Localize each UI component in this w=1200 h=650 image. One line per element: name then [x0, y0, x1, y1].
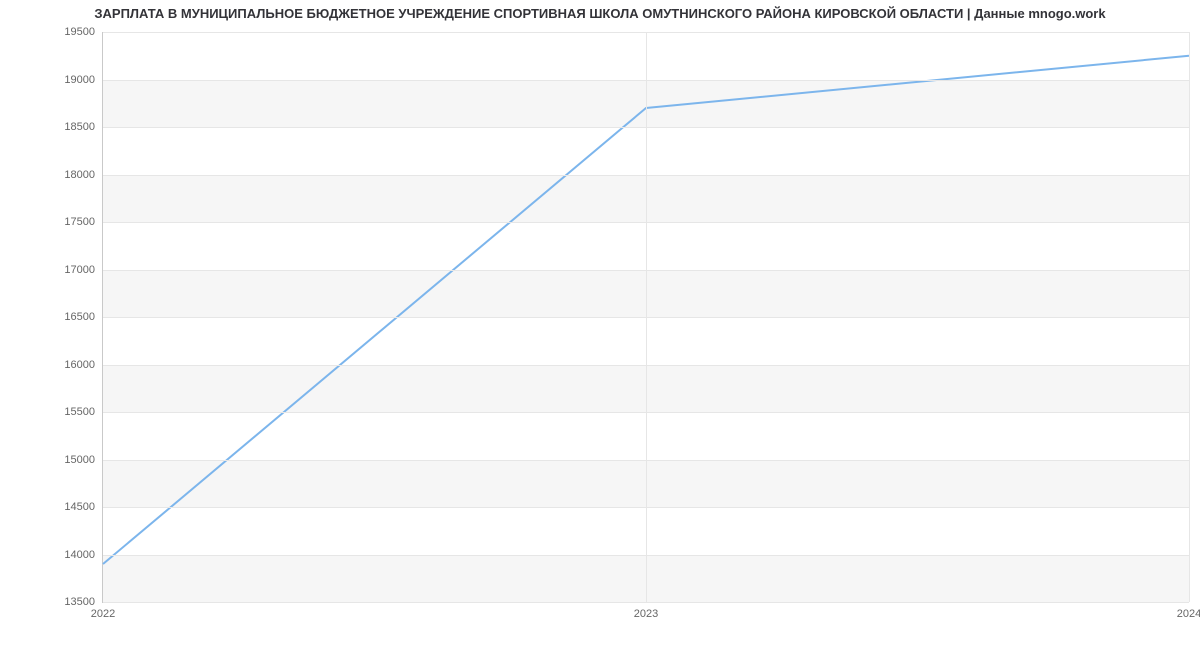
- plot-area: 1350014000145001500015500160001650017000…: [102, 32, 1189, 603]
- y-tick-label: 18000: [64, 169, 103, 181]
- y-tick-label: 17000: [64, 264, 103, 276]
- x-tick-label: 2023: [634, 602, 658, 620]
- x-tick-label: 2022: [91, 602, 115, 620]
- y-tick-label: 16000: [64, 359, 103, 371]
- y-tick-label: 15500: [64, 406, 103, 418]
- y-tick-label: 18500: [64, 121, 103, 133]
- y-tick-label: 14000: [64, 549, 103, 561]
- chart-title: ЗАРПЛАТА В МУНИЦИПАЛЬНОЕ БЮДЖЕТНОЕ УЧРЕЖ…: [0, 6, 1200, 21]
- y-tick-label: 19000: [64, 74, 103, 86]
- y-tick-label: 14500: [64, 501, 103, 513]
- y-tick-label: 19500: [64, 26, 103, 38]
- x-tick-label: 2024: [1177, 602, 1200, 620]
- y-tick-label: 17500: [64, 216, 103, 228]
- y-tick-label: 16500: [64, 311, 103, 323]
- chart-container: ЗАРПЛАТА В МУНИЦИПАЛЬНОЕ БЮДЖЕТНОЕ УЧРЕЖ…: [0, 0, 1200, 650]
- x-gridline: [1189, 32, 1190, 602]
- x-gridline: [646, 32, 647, 602]
- y-tick-label: 15000: [64, 454, 103, 466]
